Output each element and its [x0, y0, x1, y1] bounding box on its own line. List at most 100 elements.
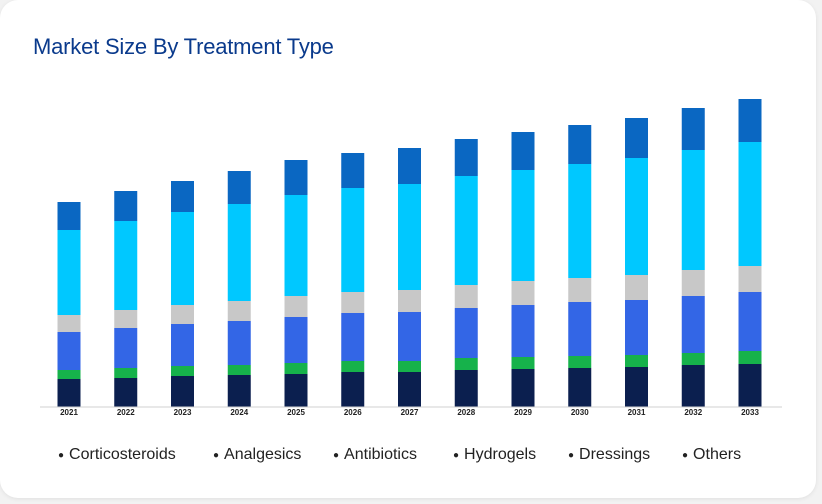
x-tick-label: 2021 — [60, 408, 78, 417]
bar-segment-others-2029 — [511, 132, 535, 170]
chart-title: Market Size By Treatment Type — [33, 34, 334, 59]
bar-segment-hydrogels-2033 — [738, 266, 762, 292]
bar-segment-analgesics-2026 — [341, 361, 365, 372]
bar-segment-others-2027 — [398, 148, 421, 184]
x-tick-label: 2031 — [628, 408, 646, 417]
bar-segment-hydrogels-2032 — [681, 270, 705, 296]
x-tick-label: 2026 — [344, 408, 362, 417]
bar-segment-dressings-2031 — [625, 158, 648, 275]
bar-segment-analgesics-2021 — [57, 370, 81, 379]
bar-segment-analgesics-2028 — [454, 358, 478, 370]
legend-item-analgesics: ● Analgesics — [213, 446, 333, 464]
bar-segment-antibiotics-2026 — [341, 313, 365, 361]
bar-segment-hydrogels-2030 — [568, 278, 592, 302]
legend-item-antibiotics: ● Antibiotics — [333, 446, 453, 464]
bar-segment-corticosteroids-2026 — [341, 372, 365, 407]
bar-segment-antibiotics-2032 — [681, 296, 705, 353]
bar-segment-hydrogels-2023 — [171, 305, 194, 324]
x-tick-label: 2022 — [117, 408, 135, 417]
bar-segment-analgesics-2022 — [114, 368, 138, 378]
bar-segment-others-2024 — [227, 171, 251, 204]
bar-segment-antibiotics-2031 — [625, 300, 648, 355]
bar-segment-corticosteroids-2029 — [511, 369, 535, 407]
bar-segment-hydrogels-2025 — [284, 296, 308, 317]
bar-segment-antibiotics-2024 — [227, 321, 251, 365]
x-tick-label: 2033 — [741, 408, 759, 417]
bar-segment-dressings-2032 — [681, 150, 705, 270]
bar-segment-dressings-2030 — [568, 164, 592, 278]
bar-segment-others-2033 — [738, 99, 762, 142]
bullet-icon: ● — [58, 449, 65, 461]
bar-segment-analgesics-2024 — [227, 365, 251, 375]
bar-segment-dressings-2022 — [114, 221, 138, 310]
bar-segment-corticosteroids-2021 — [57, 379, 81, 407]
legend-label: Antibiotics — [344, 446, 417, 463]
bar-segment-corticosteroids-2025 — [284, 374, 308, 407]
bar-segment-corticosteroids-2023 — [171, 376, 194, 407]
bar-segment-hydrogels-2021 — [57, 315, 81, 332]
legend-item-corticosteroids: ● Corticosteroids — [58, 446, 213, 464]
bar-segment-dressings-2021 — [57, 230, 81, 315]
bar-segment-hydrogels-2031 — [625, 275, 648, 300]
bar-segment-hydrogels-2027 — [398, 290, 421, 312]
bar-segment-corticosteroids-2033 — [738, 364, 762, 407]
bar-segment-dressings-2023 — [171, 212, 194, 305]
bar-segment-dressings-2029 — [511, 170, 535, 281]
bar-segment-dressings-2025 — [284, 195, 308, 296]
x-tick-label: 2030 — [571, 408, 589, 417]
bar-segment-analgesics-2025 — [284, 363, 308, 374]
bar-segment-antibiotics-2033 — [738, 292, 762, 351]
bar-segment-dressings-2033 — [738, 142, 762, 266]
bar-segment-others-2026 — [341, 153, 365, 188]
bar-segment-analgesics-2027 — [398, 361, 421, 372]
x-tick-label: 2025 — [287, 408, 305, 417]
x-tick-labels: 2021 2022 2023 2024 2025 2026 2027 2028 2029 2030… — [60, 408, 759, 417]
bar-segment-others-2030 — [568, 125, 592, 164]
bar-segment-hydrogels-2029 — [511, 281, 535, 305]
bullet-icon: ● — [682, 449, 689, 461]
bars-layer — [57, 99, 762, 407]
bullet-icon: ● — [213, 449, 220, 461]
bar-segment-antibiotics-2030 — [568, 302, 592, 356]
bar-segment-others-2021 — [57, 202, 81, 230]
bar-segment-antibiotics-2027 — [398, 312, 421, 361]
bar-segment-hydrogels-2024 — [227, 301, 251, 321]
bar-segment-analgesics-2033 — [738, 351, 762, 364]
x-tick-label: 2024 — [230, 408, 248, 417]
bar-segment-hydrogels-2022 — [114, 310, 138, 328]
bar-segment-hydrogels-2026 — [341, 292, 365, 313]
legend-item-dressings: ● Dressings — [568, 446, 682, 464]
bar-segment-corticosteroids-2032 — [681, 365, 705, 407]
bar-segment-hydrogels-2028 — [454, 285, 478, 308]
bar-segment-corticosteroids-2028 — [454, 370, 478, 407]
bar-segment-dressings-2027 — [398, 184, 421, 290]
legend-label: Dressings — [579, 446, 651, 463]
bar-segment-others-2022 — [114, 191, 138, 221]
bar-segment-others-2032 — [681, 108, 705, 150]
bar-segment-analgesics-2023 — [171, 366, 194, 376]
bar-segment-antibiotics-2025 — [284, 317, 308, 363]
bullet-icon: ● — [333, 449, 340, 461]
legend-item-hydrogels: ● Hydrogels — [453, 446, 568, 464]
bar-segment-analgesics-2031 — [625, 355, 648, 367]
x-tick-label: 2029 — [514, 408, 532, 417]
bullet-icon: ● — [568, 449, 575, 461]
bar-segment-antibiotics-2028 — [454, 308, 478, 358]
legend-item-others: ● Others — [682, 446, 762, 464]
bar-segment-dressings-2024 — [227, 204, 251, 301]
bar-segment-analgesics-2032 — [681, 353, 705, 365]
bar-segment-antibiotics-2029 — [511, 305, 535, 357]
x-tick-label: 2032 — [684, 408, 702, 417]
bar-segment-corticosteroids-2022 — [114, 378, 138, 407]
x-tick-label: 2028 — [457, 408, 475, 417]
bar-segment-others-2025 — [284, 160, 308, 195]
bar-segment-antibiotics-2021 — [57, 332, 81, 370]
bar-segment-corticosteroids-2027 — [398, 372, 421, 407]
x-tick-label: 2027 — [401, 408, 419, 417]
bar-segment-others-2028 — [454, 139, 478, 176]
bar-segment-corticosteroids-2031 — [625, 367, 648, 407]
bar-segment-antibiotics-2022 — [114, 328, 138, 368]
bar-segment-corticosteroids-2030 — [568, 368, 592, 407]
bar-segment-antibiotics-2023 — [171, 324, 194, 366]
